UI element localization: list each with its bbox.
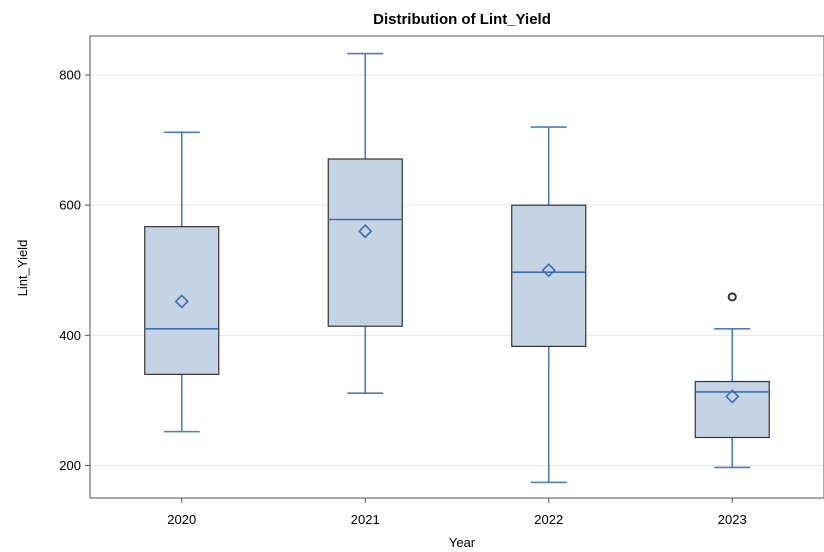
mean-marker <box>541 263 556 278</box>
outlier-point <box>727 292 737 302</box>
y-tick-label-800: 800 <box>59 68 81 83</box>
mean-marker <box>174 294 189 309</box>
x-tick-label-2021: 2021 <box>351 512 380 527</box>
y-tick-label-200: 200 <box>59 458 81 473</box>
x-tick-label-2022: 2022 <box>534 512 563 527</box>
chart-title: Distribution of Lint_Yield <box>373 11 551 28</box>
mean-marker <box>725 389 740 404</box>
box-2020 <box>144 131 220 433</box>
x-tick-label-2020: 2020 <box>167 512 196 527</box>
box-2021 <box>327 52 403 395</box>
iqr-box <box>144 226 220 375</box>
iqr-box <box>327 158 403 327</box>
y-axis-label: Lint_Yield <box>15 240 30 297</box>
box-2022 <box>511 126 587 484</box>
mean-marker <box>358 224 373 239</box>
x-axis-ticks: 2020 2021 2022 2023 <box>167 498 747 527</box>
box-2023 <box>694 292 770 469</box>
plot-area-frame <box>89 35 824 499</box>
x-axis-label: Year <box>449 535 476 550</box>
y-tick-label-400: 400 <box>59 328 81 343</box>
x-tick-label-2023: 2023 <box>718 512 747 527</box>
y-axis-ticks: 200 400 600 800 <box>59 68 90 473</box>
y-tick-label-600: 600 <box>59 198 81 213</box>
boxes-layer <box>144 52 770 484</box>
